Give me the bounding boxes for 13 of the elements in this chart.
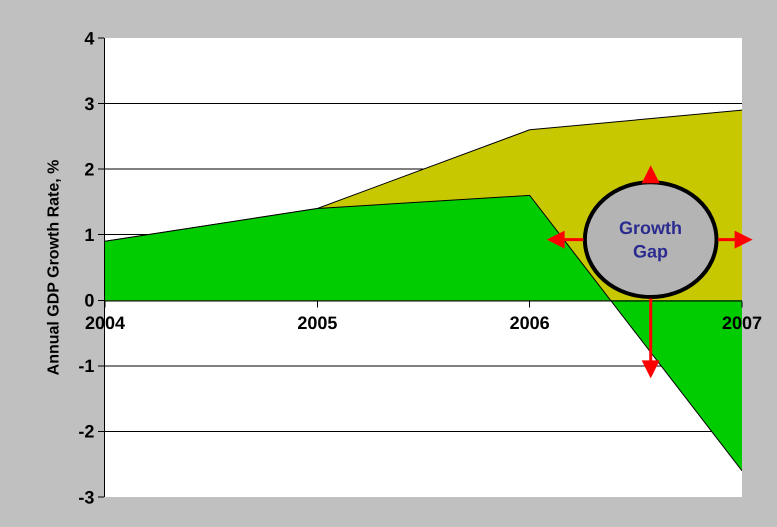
x-tick-label: 2006 (510, 312, 550, 333)
y-tick-label: 1 (84, 225, 94, 246)
annotation: Growth Gap (619, 218, 682, 262)
x-tick-label: 2007 (722, 312, 762, 333)
y-tick-label: 0 (84, 290, 94, 311)
y-tick-label: 3 (84, 94, 94, 114)
y-tick-label: 2 (84, 159, 94, 180)
y-tick-label: -1 (78, 356, 94, 376)
y-axis-title: Annual GDP Growth Rate, % (45, 160, 62, 376)
y-tick-label: 4 (84, 28, 94, 48)
y-tick-label: -2 (78, 422, 94, 442)
x-tick-label: 2005 (297, 312, 338, 333)
y-tick-label: -3 (78, 487, 94, 508)
